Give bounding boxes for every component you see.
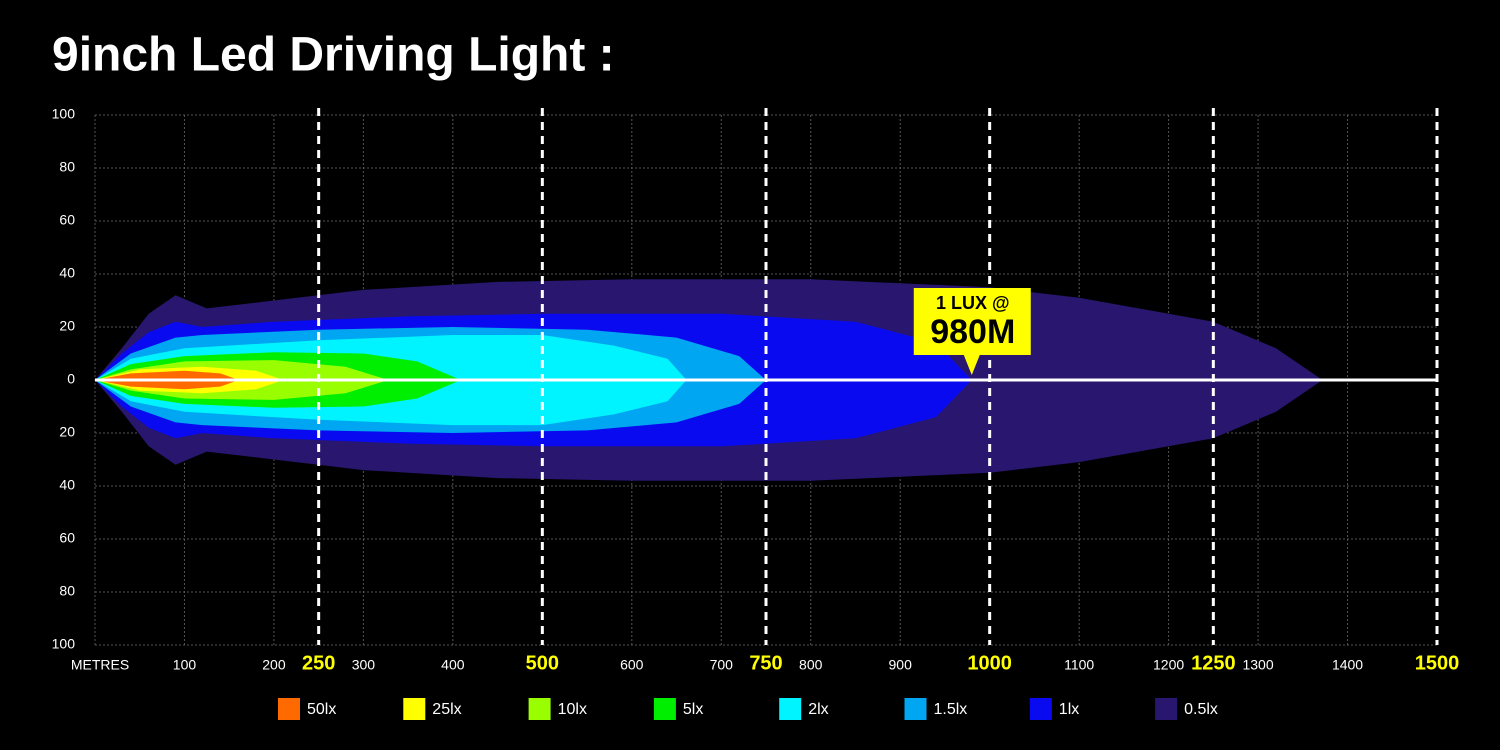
- legend-swatch: [904, 698, 927, 720]
- x-tick-label: 900: [889, 657, 913, 673]
- legend-swatch: [653, 698, 676, 720]
- legend-label: 50lx: [307, 701, 336, 718]
- legend-label: 1.5lx: [934, 701, 968, 718]
- x-tick-label: 1400: [1332, 657, 1363, 673]
- y-tick-label: 60: [59, 530, 75, 546]
- legend-label: 0.5lx: [1184, 701, 1218, 718]
- major-x-tick-label: 1000: [967, 652, 1012, 674]
- x-tick-label: 300: [352, 657, 376, 673]
- legend-label: 1lx: [1059, 701, 1079, 718]
- major-x-tick-label: 250: [302, 652, 335, 674]
- chart-title: 9inch Led Driving Light :: [52, 29, 615, 82]
- x-tick-label: 1100: [1064, 657, 1094, 673]
- y-tick-label: 80: [59, 159, 75, 175]
- major-x-tick-label: 1250: [1191, 652, 1236, 674]
- y-tick-label: 40: [59, 477, 75, 493]
- x-tick-label: 100: [173, 657, 197, 673]
- x-axis-label: METRES: [71, 657, 129, 673]
- legend-swatch: [528, 698, 551, 720]
- legend-label: 2lx: [808, 701, 828, 718]
- legend-swatch: [278, 698, 300, 720]
- y-tick-label: 0: [67, 371, 75, 387]
- callout-box: [913, 288, 1031, 375]
- legend-swatch: [779, 698, 802, 720]
- x-tick-label: 1300: [1242, 657, 1273, 673]
- legend-label: 10lx: [558, 701, 587, 718]
- x-tick-label: 200: [262, 657, 286, 673]
- callout-text: 1 LUX @: [936, 293, 1010, 313]
- legend-swatch: [403, 698, 426, 720]
- y-tick-label: 100: [52, 106, 76, 122]
- x-tick-label: 700: [710, 657, 734, 673]
- y-tick-label: 60: [59, 212, 75, 228]
- y-tick-label: 40: [59, 265, 75, 281]
- legend-swatch: [1029, 698, 1052, 720]
- callout-text: 980M: [930, 313, 1015, 351]
- isolux-area-upper: [95, 370, 239, 380]
- x-tick-label: 400: [441, 657, 465, 673]
- y-tick-label: 80: [59, 583, 75, 599]
- y-tick-label: 20: [59, 318, 75, 334]
- major-x-tick-label: 1500: [1415, 652, 1460, 674]
- legend-label: 5lx: [683, 701, 703, 718]
- y-tick-label: 20: [59, 424, 75, 440]
- legend-label: 25lx: [432, 701, 461, 718]
- isolux-area-lower: [95, 380, 239, 390]
- x-tick-label: 800: [799, 657, 823, 673]
- major-x-tick-label: 500: [526, 652, 559, 674]
- legend-swatch: [1155, 698, 1178, 720]
- y-tick-label: 100: [52, 636, 76, 652]
- major-x-tick-label: 750: [749, 652, 782, 674]
- x-tick-label: 600: [620, 657, 644, 673]
- x-tick-label: 1200: [1153, 657, 1184, 673]
